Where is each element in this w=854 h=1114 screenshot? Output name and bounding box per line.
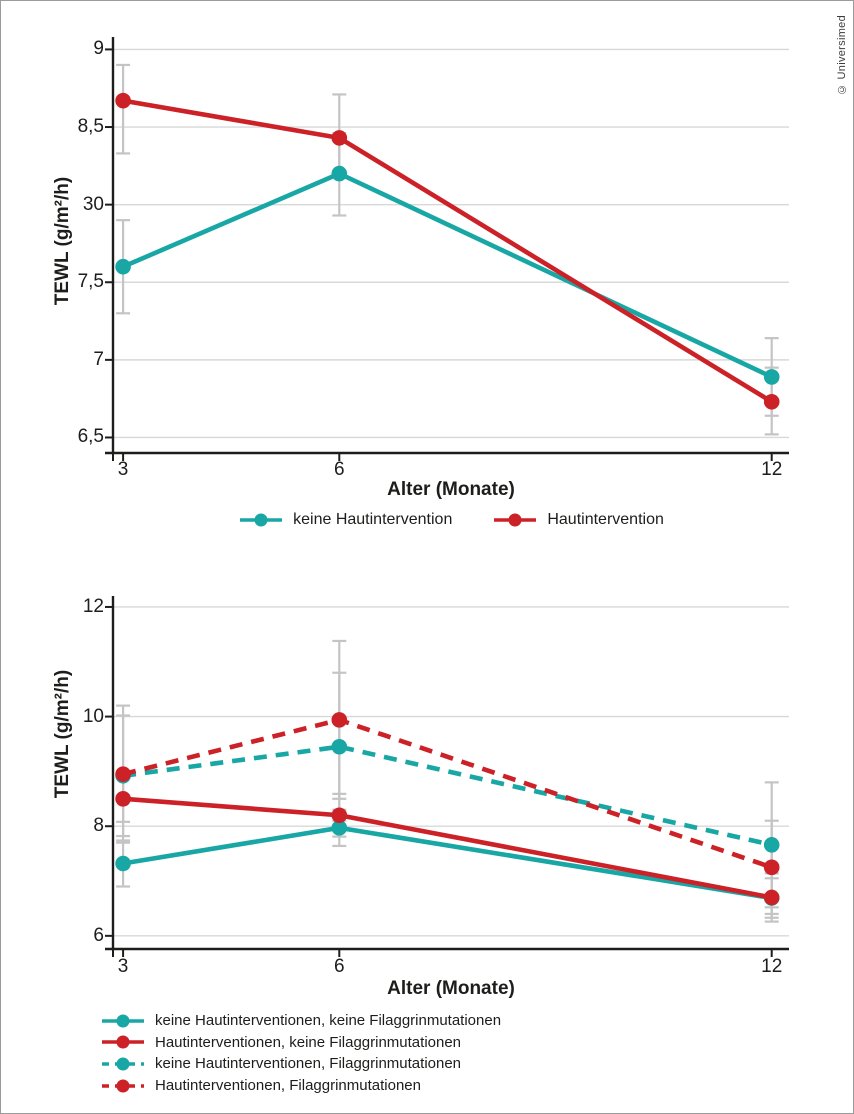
y-axis-label-bottom: TEWL (g/m²/h) xyxy=(52,669,73,799)
legend-item: Hautinterventionen, keine Filaggrinmutat… xyxy=(100,1032,501,1054)
legend-label: Hautinterventionen, Filaggrinmutationen xyxy=(155,1077,421,1095)
legend-label: keine Hautinterventionen, Filaggrinmutat… xyxy=(155,1055,462,1073)
legend-item: Hautinterventionen, Filaggrinmutationen xyxy=(100,1075,501,1097)
x-tick-label: 3 xyxy=(117,459,129,480)
data-point xyxy=(331,130,348,146)
data-point xyxy=(763,393,780,410)
data-point xyxy=(763,837,780,853)
data-point xyxy=(331,820,348,836)
legend-item: Hautintervention xyxy=(492,511,664,529)
y-tick-label: 6 xyxy=(93,924,104,946)
data-point xyxy=(331,738,348,755)
data-point xyxy=(763,369,780,385)
legend-marker-dashed-icon xyxy=(102,1057,144,1071)
x-axis-label-top: Alter (Monate) xyxy=(387,479,515,500)
data-point xyxy=(331,712,348,728)
legend-bottom-chart: keine Hautinterventionen, keine Filaggri… xyxy=(100,1010,501,1096)
y-tick-label: 10 xyxy=(82,705,104,727)
legend-marker-solid-icon xyxy=(494,513,537,527)
x-tick-label: 12 xyxy=(761,956,783,977)
legend-top-chart: keine Hautintervention Hautintervention xyxy=(113,511,789,529)
data-point xyxy=(763,889,780,906)
x-tick-label: 3 xyxy=(117,956,129,977)
legend-item: keine Hautinterventionen, keine Filaggri… xyxy=(100,1010,501,1032)
legend-marker-solid-icon xyxy=(102,1035,144,1049)
y-tick-label: 9 xyxy=(93,38,104,60)
data-point xyxy=(331,165,348,182)
legend-label: Hautintervention xyxy=(547,511,664,528)
series-line xyxy=(122,825,773,901)
data-point xyxy=(115,92,131,109)
data-point xyxy=(115,855,131,872)
y-tick-label: 7,5 xyxy=(77,271,104,293)
y-tick-label: 12 xyxy=(82,595,104,617)
series-line xyxy=(122,98,773,404)
y-tick-label: 30 xyxy=(82,193,104,215)
legend-item: keine Hautintervention xyxy=(238,511,452,529)
x-tick-label: 6 xyxy=(333,459,345,480)
y-tick-label: 7 xyxy=(93,348,104,370)
legend-label: keine Hautintervention xyxy=(293,511,453,528)
x-tick-label: 12 xyxy=(761,459,783,480)
y-tick-label: 8 xyxy=(93,815,104,837)
data-point xyxy=(115,766,131,782)
legend-marker-solid-icon xyxy=(102,1014,144,1028)
data-point xyxy=(115,258,131,275)
series-line xyxy=(122,744,773,848)
data-point xyxy=(115,791,131,807)
legend-item: keine Hautinterventionen, Filaggrinmutat… xyxy=(100,1053,501,1075)
legend-marker-solid-icon xyxy=(240,513,283,527)
x-tick-label: 6 xyxy=(333,956,345,977)
y-tick-label: 6,5 xyxy=(77,426,104,448)
y-tick-label: 8,5 xyxy=(77,116,104,138)
legend-marker-dashed-icon xyxy=(102,1079,144,1093)
legend-label: keine Hautinterventionen, keine Filaggri… xyxy=(155,1012,502,1030)
data-point xyxy=(331,807,348,824)
x-axis-label-bottom: Alter (Monate) xyxy=(387,978,515,999)
data-point xyxy=(763,859,780,876)
legend-label: Hautinterventionen, keine Filaggrinmutat… xyxy=(155,1033,462,1051)
copyright-credit: © Universimed xyxy=(836,15,848,96)
